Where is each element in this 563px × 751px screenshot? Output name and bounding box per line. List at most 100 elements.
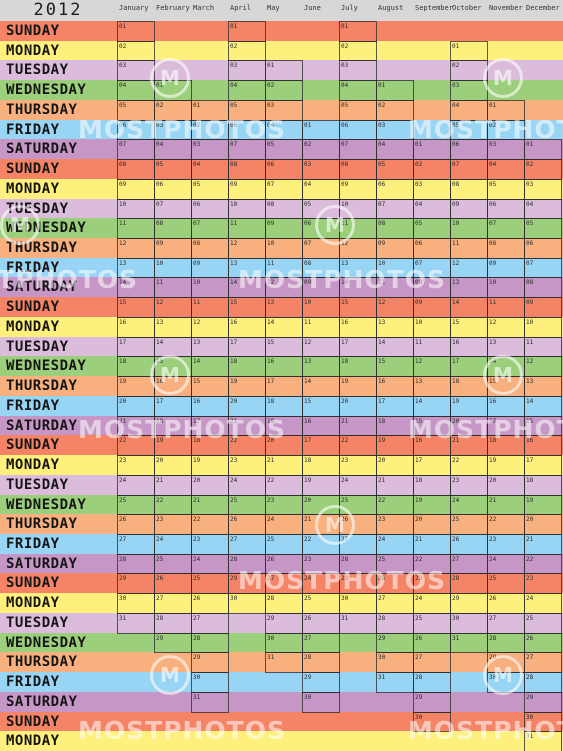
day-number: 03 — [119, 62, 127, 70]
day-number: 30 — [452, 614, 460, 622]
day-number: 25 — [489, 575, 497, 583]
day-number: 06 — [341, 121, 349, 129]
day-number: 16 — [267, 358, 275, 366]
day-number: 22 — [230, 437, 238, 445]
day-number: 21 — [341, 417, 349, 425]
day-number: 17 — [415, 457, 423, 465]
day-number: 10 — [526, 318, 534, 326]
day-number: 12 — [193, 318, 201, 326]
day-number: 23 — [193, 535, 201, 543]
day-number: 29 — [489, 654, 497, 662]
day-number: 12 — [489, 318, 497, 326]
day-number: 25 — [156, 555, 164, 563]
weekday-label: SUNDAY — [6, 23, 60, 39]
day-number: 24 — [119, 476, 127, 484]
weekday-label: TUESDAY — [6, 614, 69, 631]
day-number: 20 — [415, 516, 423, 524]
weekday-label: SUNDAY — [6, 437, 60, 454]
day-number: 11 — [489, 299, 497, 307]
weekday-band — [0, 178, 563, 200]
weekday-band — [0, 573, 563, 594]
day-number: 29 — [341, 575, 349, 583]
day-number: 19 — [452, 397, 460, 405]
day-number: 11 — [304, 318, 312, 326]
weekday-band — [0, 474, 563, 495]
day-number: 20 — [119, 397, 127, 405]
day-number: 22 — [156, 496, 164, 504]
day-number: 26 — [415, 634, 423, 642]
day-number: 27 — [526, 654, 534, 662]
day-number: 18 — [156, 417, 164, 425]
year-title: 2012 — [33, 0, 83, 20]
month-header: November — [489, 4, 523, 12]
day-number: 21 — [193, 496, 201, 504]
day-number: 27 — [304, 634, 312, 642]
day-cell[interactable] — [191, 691, 229, 713]
weekday-label: SATURDAY — [6, 417, 78, 434]
weekday-label: FRIDAY — [6, 535, 60, 552]
day-number: 28 — [193, 634, 201, 642]
day-number: 02 — [341, 42, 349, 50]
day-number: 11 — [119, 220, 127, 228]
weekday-label: THURSDAY — [6, 378, 78, 395]
day-number: 04 — [230, 82, 238, 90]
day-number: 18 — [526, 476, 534, 484]
month-header: May — [267, 4, 280, 12]
day-number: 09 — [156, 240, 164, 248]
day-number: 27 — [119, 535, 127, 543]
day-cell[interactable] — [302, 691, 340, 713]
day-number: 21 — [415, 535, 423, 543]
day-number: 01 — [452, 42, 460, 50]
day-number: 24 — [378, 535, 386, 543]
day-number: 17 — [452, 358, 460, 366]
day-number: 15 — [489, 378, 497, 386]
day-number: 02 — [156, 101, 164, 109]
day-number: 11 — [267, 259, 275, 267]
day-number: 16 — [230, 318, 238, 326]
day-number: 11 — [452, 240, 460, 248]
weekday-label: WEDNESDAY — [6, 358, 87, 375]
day-number: 11 — [230, 220, 238, 228]
day-number: 02 — [452, 62, 460, 70]
day-number: 22 — [489, 516, 497, 524]
day-number: 13 — [193, 338, 201, 346]
weekday-label: SATURDAY — [6, 693, 78, 710]
day-number: 28 — [341, 555, 349, 563]
day-cell[interactable] — [413, 711, 451, 733]
day-number: 26 — [378, 575, 386, 583]
day-number: 03 — [267, 101, 275, 109]
day-number: 31 — [452, 634, 460, 642]
day-number: 20 — [267, 437, 275, 445]
day-number: 19 — [378, 437, 386, 445]
day-number: 19 — [415, 496, 423, 504]
day-number: 17 — [119, 338, 127, 346]
day-number: 30 — [230, 595, 238, 603]
day-number: 16 — [489, 397, 497, 405]
day-number: 21 — [156, 476, 164, 484]
day-number: 22 — [452, 457, 460, 465]
day-number: 25 — [341, 496, 349, 504]
day-number: 26 — [526, 634, 534, 642]
day-number: 14 — [119, 279, 127, 287]
day-number: 20 — [193, 476, 201, 484]
day-number: 24 — [193, 555, 201, 563]
day-number: 03 — [489, 141, 497, 149]
day-number: 16 — [378, 378, 386, 386]
day-number: 05 — [452, 121, 460, 129]
day-number: 07 — [452, 161, 460, 169]
day-number: 02 — [119, 42, 127, 50]
day-number: 24 — [415, 595, 423, 603]
day-number: 04 — [526, 200, 534, 208]
day-number: 29 — [119, 575, 127, 583]
day-number: 12 — [378, 299, 386, 307]
day-number: 22 — [415, 555, 423, 563]
day-number: 23 — [452, 476, 460, 484]
weekday-band — [0, 257, 563, 278]
weekday-band — [0, 533, 563, 555]
day-number: 11 — [526, 338, 534, 346]
weekday-band — [0, 159, 563, 180]
day-number: 17 — [489, 417, 497, 425]
day-number: 10 — [156, 259, 164, 267]
day-number: 25 — [230, 496, 238, 504]
day-number: 01 — [193, 101, 201, 109]
